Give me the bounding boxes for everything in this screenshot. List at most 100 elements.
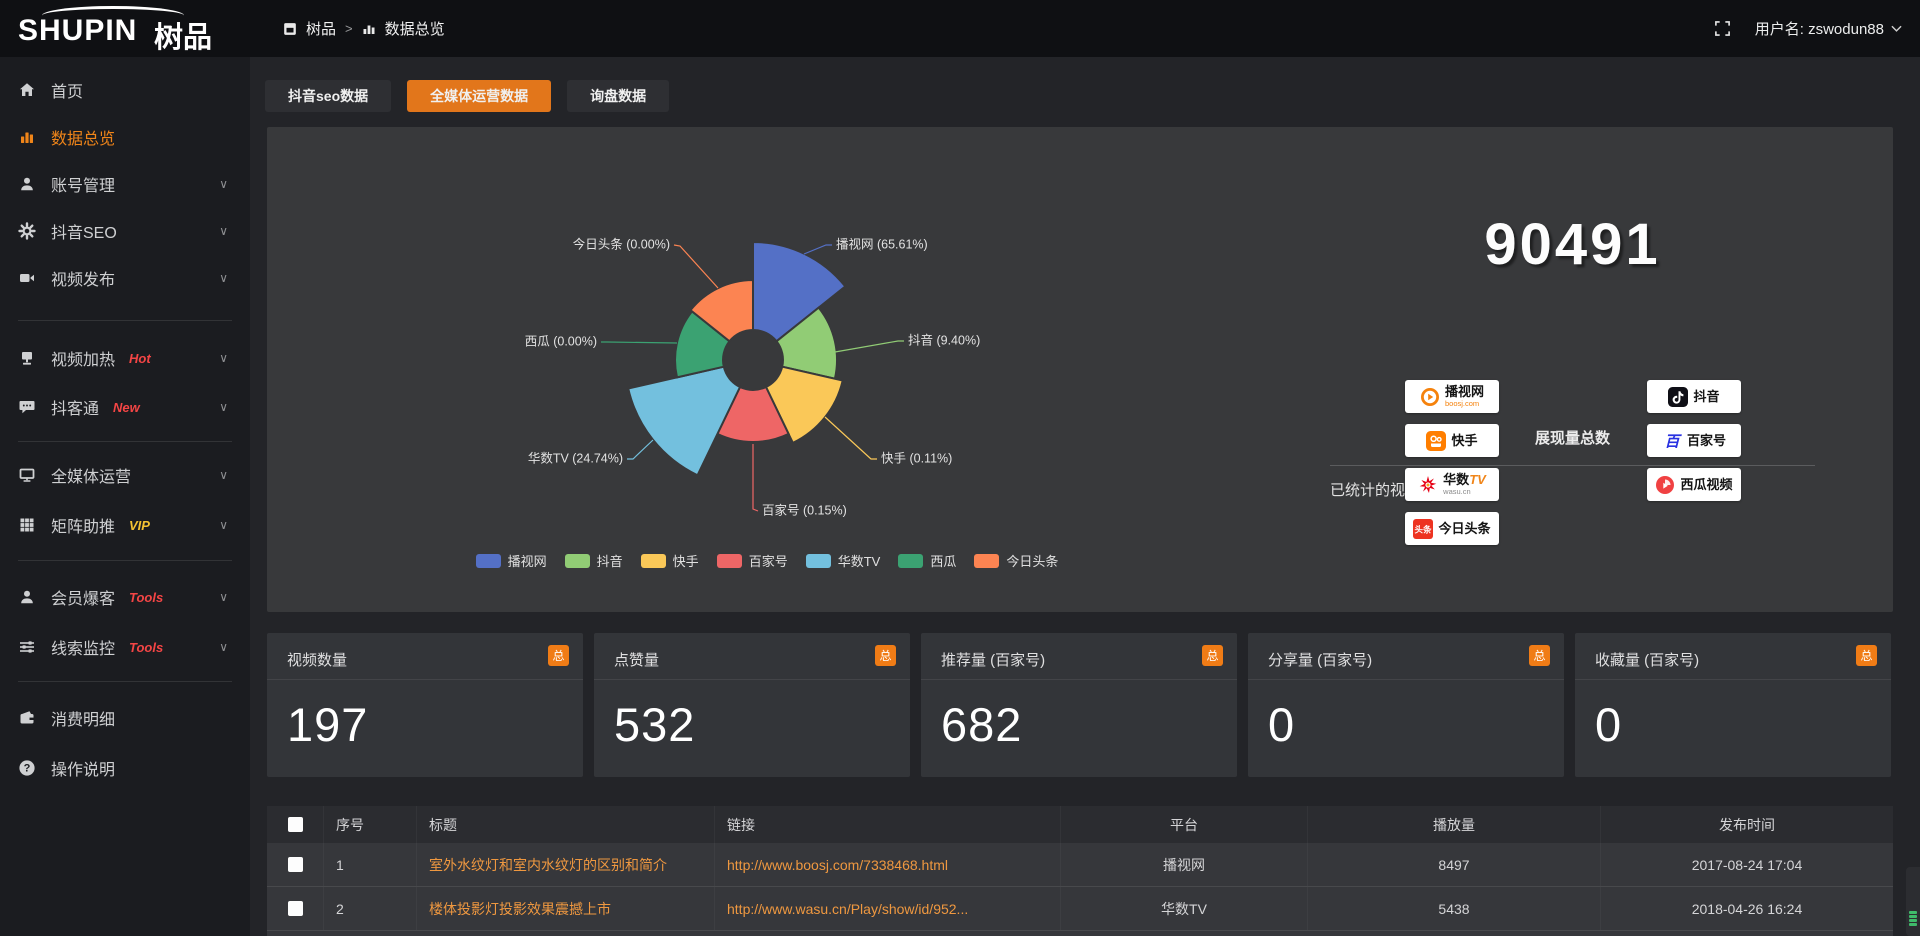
platform-badge-toutiao: 头条 今日头条 [1405, 512, 1499, 545]
card-divider [1248, 679, 1564, 680]
table-header-row: 序号 标题 链接 平台 播放量 发布时间 [267, 806, 1893, 843]
column-header-5[interactable]: 发布时间 [1600, 806, 1893, 843]
stat-card-2: 推荐量 (百家号) 总 682 [921, 633, 1237, 777]
platform-name: 华数TV [1443, 472, 1486, 488]
impressions-total-value: 90491 [1484, 212, 1661, 277]
user-menu[interactable]: 用户名: zswodun88 [1755, 18, 1902, 39]
sidebar-item-grid[interactable]: 矩阵助推 VIP ∨ [0, 505, 250, 545]
stat-card-value: 682 [941, 698, 1023, 751]
sidebar-item-heater[interactable]: 视频加热 Hot ∨ [0, 338, 250, 378]
cell-video-title[interactable]: 室外水纹灯和室内水纹灯的区别和简介 [429, 856, 667, 873]
stat-card-3: 分享量 (百家号) 总 0 [1248, 633, 1564, 777]
column-header-0[interactable]: 序号 [323, 806, 416, 843]
pie-slice-西瓜[interactable] [674, 309, 731, 379]
tab-0[interactable]: 抖音seo数据 [265, 80, 392, 112]
videos-table: 序号 标题 链接 平台 播放量 发布时间 1 室外水纹灯和室内水纹灯的区别和简介 http… [267, 806, 1893, 936]
legend-item-华数TV[interactable]: 华数TV [805, 551, 880, 570]
user-icon [18, 175, 36, 193]
pie-slice-快手[interactable] [764, 365, 844, 445]
select-all-checkbox[interactable] [287, 817, 303, 832]
sidebar-badge-tools: Tools [129, 589, 164, 605]
label-leader-line [601, 341, 678, 344]
sidebar-item-help[interactable]: ? 操作说明 [0, 748, 250, 788]
total-badge[interactable]: 总 [875, 645, 896, 666]
sidebar-item-label: 线索监控 [51, 641, 116, 658]
stat-card-1: 点赞量 总 532 [594, 633, 910, 777]
pie-slice-抖音[interactable] [775, 306, 838, 380]
sidebar-item-gear[interactable]: 抖音SEO ∨ [0, 211, 250, 251]
floating-side-widget[interactable] [1906, 867, 1920, 936]
cell-video-link[interactable]: http://www.wasu.cn/Play/show/id/952... [727, 900, 969, 917]
logo-text-en: SHUPIN [18, 14, 138, 47]
pie-slice-百家号[interactable] [716, 385, 790, 444]
column-header-1[interactable]: 标题 [416, 806, 714, 843]
sidebar-item-monitor[interactable]: 全媒体运营 ∨ [0, 455, 250, 495]
stat-cards-row: 视频数量 总 197 点赞量 总 532 推荐量 (百家号) 总 682 分享量… [267, 633, 1891, 777]
monitor-icon [18, 466, 36, 484]
sidebar-item-wallet[interactable]: 消费明细 [0, 698, 250, 738]
pie-label: 华数TV (24.74%) [528, 450, 623, 465]
total-badge[interactable]: 总 [1856, 645, 1877, 666]
legend-label: 今日头条 [1006, 554, 1059, 569]
legend-swatch [974, 553, 1000, 568]
total-badge[interactable]: 总 [1202, 645, 1223, 666]
total-badge[interactable]: 总 [1529, 645, 1550, 666]
breadcrumb-root[interactable]: 树品 [306, 21, 337, 38]
column-header-4[interactable]: 播放量 [1307, 806, 1600, 843]
legend-label: 抖音 [596, 554, 623, 569]
sidebar-item-user2[interactable]: 会员爆客 Tools ∨ [0, 577, 250, 617]
legend-item-快手[interactable]: 快手 [640, 551, 699, 570]
stat-card-value: 197 [287, 698, 369, 751]
chart-icon [18, 128, 36, 146]
legend-swatch [640, 553, 666, 568]
column-header-3[interactable]: 平台 [1060, 806, 1307, 843]
sidebar-item-chat[interactable]: 抖客通 New ∨ [0, 387, 250, 427]
pie-label: 快手 (0.11%) [881, 451, 952, 465]
tab-2[interactable]: 询盘数据 [567, 80, 670, 112]
baijiahao-logo-icon: 百 [1662, 431, 1682, 451]
pie-slice-今日头条[interactable] [689, 278, 754, 343]
rose-chart: 播视网 (65.61%) 抖音 (9.40%) 快手 (0.11%) 百家号 (0.1… [267, 127, 1267, 612]
fullscreen-icon[interactable] [1714, 20, 1731, 37]
pie-slice-播视网[interactable] [752, 240, 847, 343]
xigua-logo-icon [1655, 475, 1675, 495]
sidebar-item-user[interactable]: 账号管理 ∨ [0, 164, 250, 204]
label-leader-line [752, 444, 759, 512]
platform-badges-left: 播视网 boosj.com 快手 华数TV wasu.cn 头条 今日头条 [1405, 380, 1499, 545]
totals-section: 90491 展现量总数 已统计的视频平台: 播视网 boosj.com 快手 华… [1330, 127, 1815, 612]
gear-icon [18, 222, 36, 240]
totals-divider [1330, 465, 1815, 466]
legend-swatch [805, 553, 831, 568]
row-checkbox[interactable] [287, 901, 303, 916]
platform-subtext: boosj.com [1444, 399, 1480, 409]
label-leader-line [673, 244, 719, 289]
sidebar-item-sliders[interactable]: 线索监控 Tools ∨ [0, 627, 250, 667]
card-divider [1575, 679, 1891, 680]
user2-icon [18, 588, 36, 606]
sidebar-item-label: 视频发布 [51, 272, 116, 289]
sidebar-item-chart[interactable]: 数据总览 [0, 117, 250, 157]
column-header-2[interactable]: 链接 [714, 806, 1060, 843]
legend-item-百家号[interactable]: 百家号 [716, 551, 788, 570]
sidebar-item-videocam[interactable]: 视频发布 ∨ [0, 258, 250, 298]
legend-item-抖音[interactable]: 抖音 [564, 551, 623, 570]
chevron-down-icon: ∨ [219, 400, 228, 414]
legend-item-播视网[interactable]: 播视网 [475, 551, 547, 570]
platform-name: 百家号 [1686, 433, 1726, 448]
cell-index: 2 [323, 887, 416, 930]
sidebar-item-home[interactable]: 首页 [0, 70, 250, 110]
legend-swatch [475, 553, 501, 568]
legend-item-西瓜[interactable]: 西瓜 [898, 551, 956, 570]
total-badge[interactable]: 总 [548, 645, 569, 666]
legend-item-今日头条[interactable]: 今日头条 [974, 551, 1058, 570]
cell-video-link[interactable]: http://www.boosj.com/7338468.html [727, 856, 949, 873]
platform-badge-boosj: 播视网 boosj.com [1405, 380, 1499, 413]
pie-slice-华数TV[interactable] [627, 365, 742, 477]
stat-card-value: 532 [614, 698, 696, 751]
heater-icon [18, 349, 36, 367]
app-logo[interactable]: SHUPIN 树品 [18, 6, 248, 54]
row-checkbox[interactable] [287, 857, 303, 872]
sidebar-item-label: 首页 [51, 84, 84, 101]
cell-video-title[interactable]: 楼体投影灯投影效果震撼上市 [429, 900, 611, 917]
tab-1[interactable]: 全媒体运营数据 [407, 80, 552, 112]
